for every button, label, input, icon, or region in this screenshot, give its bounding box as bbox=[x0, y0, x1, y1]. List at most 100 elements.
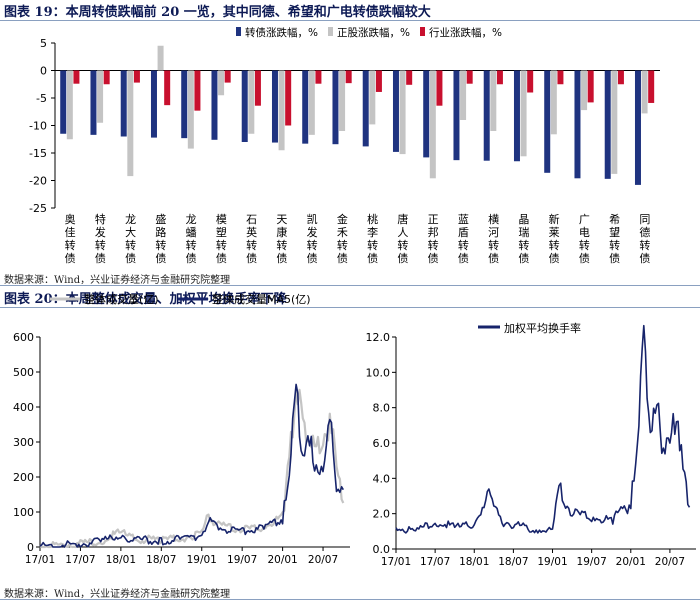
x-tick-label: 同 bbox=[639, 213, 650, 226]
x-tick-label: 转 bbox=[95, 238, 106, 252]
x-tick-label: 莱 bbox=[549, 226, 560, 239]
x-tick-label: 债 bbox=[639, 251, 650, 265]
bar bbox=[157, 45, 164, 71]
bar bbox=[285, 70, 292, 126]
fig20-title: 图表 20：本周整体成交量、加权平均换手率下降 bbox=[4, 292, 287, 307]
x-tick-label: 龙 bbox=[186, 213, 197, 226]
x-tick-label: 桃 bbox=[367, 212, 378, 226]
x-tick-label: 转 bbox=[488, 238, 499, 252]
fig19-header: 图表 19：本周转债跌幅前 20 一览，其中同德、希望和广电转债跌幅较大 bbox=[0, 0, 700, 21]
bar bbox=[483, 70, 490, 161]
x-tick-label: 新 bbox=[549, 212, 560, 226]
x-tick-label: 转 bbox=[65, 238, 76, 252]
x-tick-label: 转 bbox=[155, 238, 166, 252]
x-tick-label: 康 bbox=[276, 225, 287, 239]
y-tick-label: 100 bbox=[13, 506, 34, 519]
x-tick-label: 债 bbox=[549, 251, 560, 265]
x-tick-label: 转 bbox=[367, 238, 378, 252]
bar bbox=[617, 70, 624, 85]
x-tick-label: 债 bbox=[125, 251, 136, 265]
x-tick-label: 转 bbox=[579, 238, 590, 252]
bar bbox=[520, 70, 527, 157]
x-tick-label: 模 bbox=[216, 213, 227, 226]
bar bbox=[73, 70, 80, 84]
x-tick-label: 20/01 bbox=[616, 556, 646, 568]
y-tick-label: -15 bbox=[29, 147, 47, 160]
bar bbox=[120, 70, 127, 137]
bar bbox=[544, 70, 551, 173]
x-tick-label: 电 bbox=[579, 226, 590, 239]
x-tick-label: 正 bbox=[428, 213, 439, 226]
legend-swatch bbox=[328, 27, 333, 36]
legend-label: 正股涨跌幅，% bbox=[337, 26, 410, 39]
x-tick-label: 债 bbox=[458, 251, 469, 265]
x-tick-label: 发 bbox=[307, 225, 318, 239]
bar bbox=[345, 70, 352, 84]
legend-label: 行业涨跌幅，% bbox=[429, 26, 502, 39]
x-tick-label: 18/01 bbox=[106, 554, 136, 566]
legend-label: 整体成交量MA5(亿) bbox=[212, 292, 311, 306]
x-tick-label: 转 bbox=[125, 238, 136, 252]
y-tick-label: 12.0 bbox=[366, 331, 391, 344]
bar bbox=[133, 70, 140, 83]
x-tick-label: 转 bbox=[246, 238, 257, 252]
turnover-line-chart: 0.0 2.0 4.0 6.0 8.0 10.0 12.0 17/01 17/07 18/01 18… bbox=[366, 321, 696, 568]
bar bbox=[150, 70, 157, 138]
x-tick-label: 债 bbox=[95, 251, 106, 265]
bar bbox=[60, 70, 67, 134]
x-tick-label: 人 bbox=[397, 226, 408, 239]
legend-label: 转债涨跌幅，% bbox=[245, 26, 318, 39]
bar bbox=[103, 70, 110, 85]
x-tick-label: 19/07 bbox=[227, 554, 257, 566]
x-tick-label: 天 bbox=[276, 213, 287, 226]
bar bbox=[429, 70, 436, 179]
x-tick-label: 债 bbox=[246, 251, 257, 265]
x-tick-label: 盛 bbox=[155, 212, 166, 226]
x-tick-label: 债 bbox=[307, 251, 318, 265]
bar bbox=[302, 70, 309, 144]
y-tick-label: 5 bbox=[40, 37, 47, 50]
y-tick-label: 400 bbox=[13, 401, 34, 414]
x-tick-label: 转 bbox=[307, 238, 318, 252]
x-tick-label: 18/01 bbox=[459, 556, 489, 568]
bar bbox=[436, 70, 443, 106]
x-tick-label: 广 bbox=[579, 213, 590, 226]
x-tick-label: 转 bbox=[428, 238, 439, 252]
bar bbox=[490, 70, 497, 131]
y-tick-label: 8.0 bbox=[373, 402, 391, 415]
x-tick-label: 转 bbox=[549, 238, 560, 252]
bar bbox=[557, 70, 564, 85]
legend-swatch bbox=[236, 27, 241, 36]
x-tick-label: 18/07 bbox=[146, 554, 176, 566]
y-tick-label: 600 bbox=[13, 331, 34, 344]
x-tick-label: 唐 bbox=[397, 212, 408, 226]
x-tick-label: 19/07 bbox=[577, 556, 607, 568]
x-tick-label: 17/01 bbox=[381, 556, 411, 568]
x-tick-label: 17/07 bbox=[420, 556, 450, 568]
bar bbox=[181, 70, 188, 139]
y-tick-label: 10.0 bbox=[366, 366, 391, 379]
y-tick-label: 0.0 bbox=[373, 543, 391, 556]
bar bbox=[241, 70, 248, 142]
bar bbox=[611, 70, 618, 174]
bar bbox=[375, 70, 382, 92]
series-line bbox=[39, 383, 344, 548]
x-tick-label: 债 bbox=[428, 251, 439, 265]
x-tick-label: 债 bbox=[579, 251, 590, 265]
y-tick-label: 2.0 bbox=[373, 508, 391, 521]
y-tick-label: -5 bbox=[36, 92, 47, 105]
fig19-bottom-rule bbox=[0, 285, 700, 286]
x-tick-label: 债 bbox=[186, 251, 197, 265]
x-tick-label: 债 bbox=[155, 251, 166, 265]
bar bbox=[278, 70, 285, 151]
x-tick-label: 发 bbox=[95, 225, 106, 239]
x-tick-label: 20/07 bbox=[308, 554, 338, 566]
y-tick-label: -20 bbox=[29, 175, 47, 188]
x-tick-label: 瑞 bbox=[518, 225, 529, 239]
x-tick-label: 塑 bbox=[216, 225, 227, 239]
bar bbox=[254, 70, 261, 106]
bar bbox=[308, 70, 315, 135]
x-tick-label: 20/01 bbox=[267, 554, 297, 566]
bar bbox=[271, 70, 278, 143]
x-tick-label: 转 bbox=[337, 238, 348, 252]
